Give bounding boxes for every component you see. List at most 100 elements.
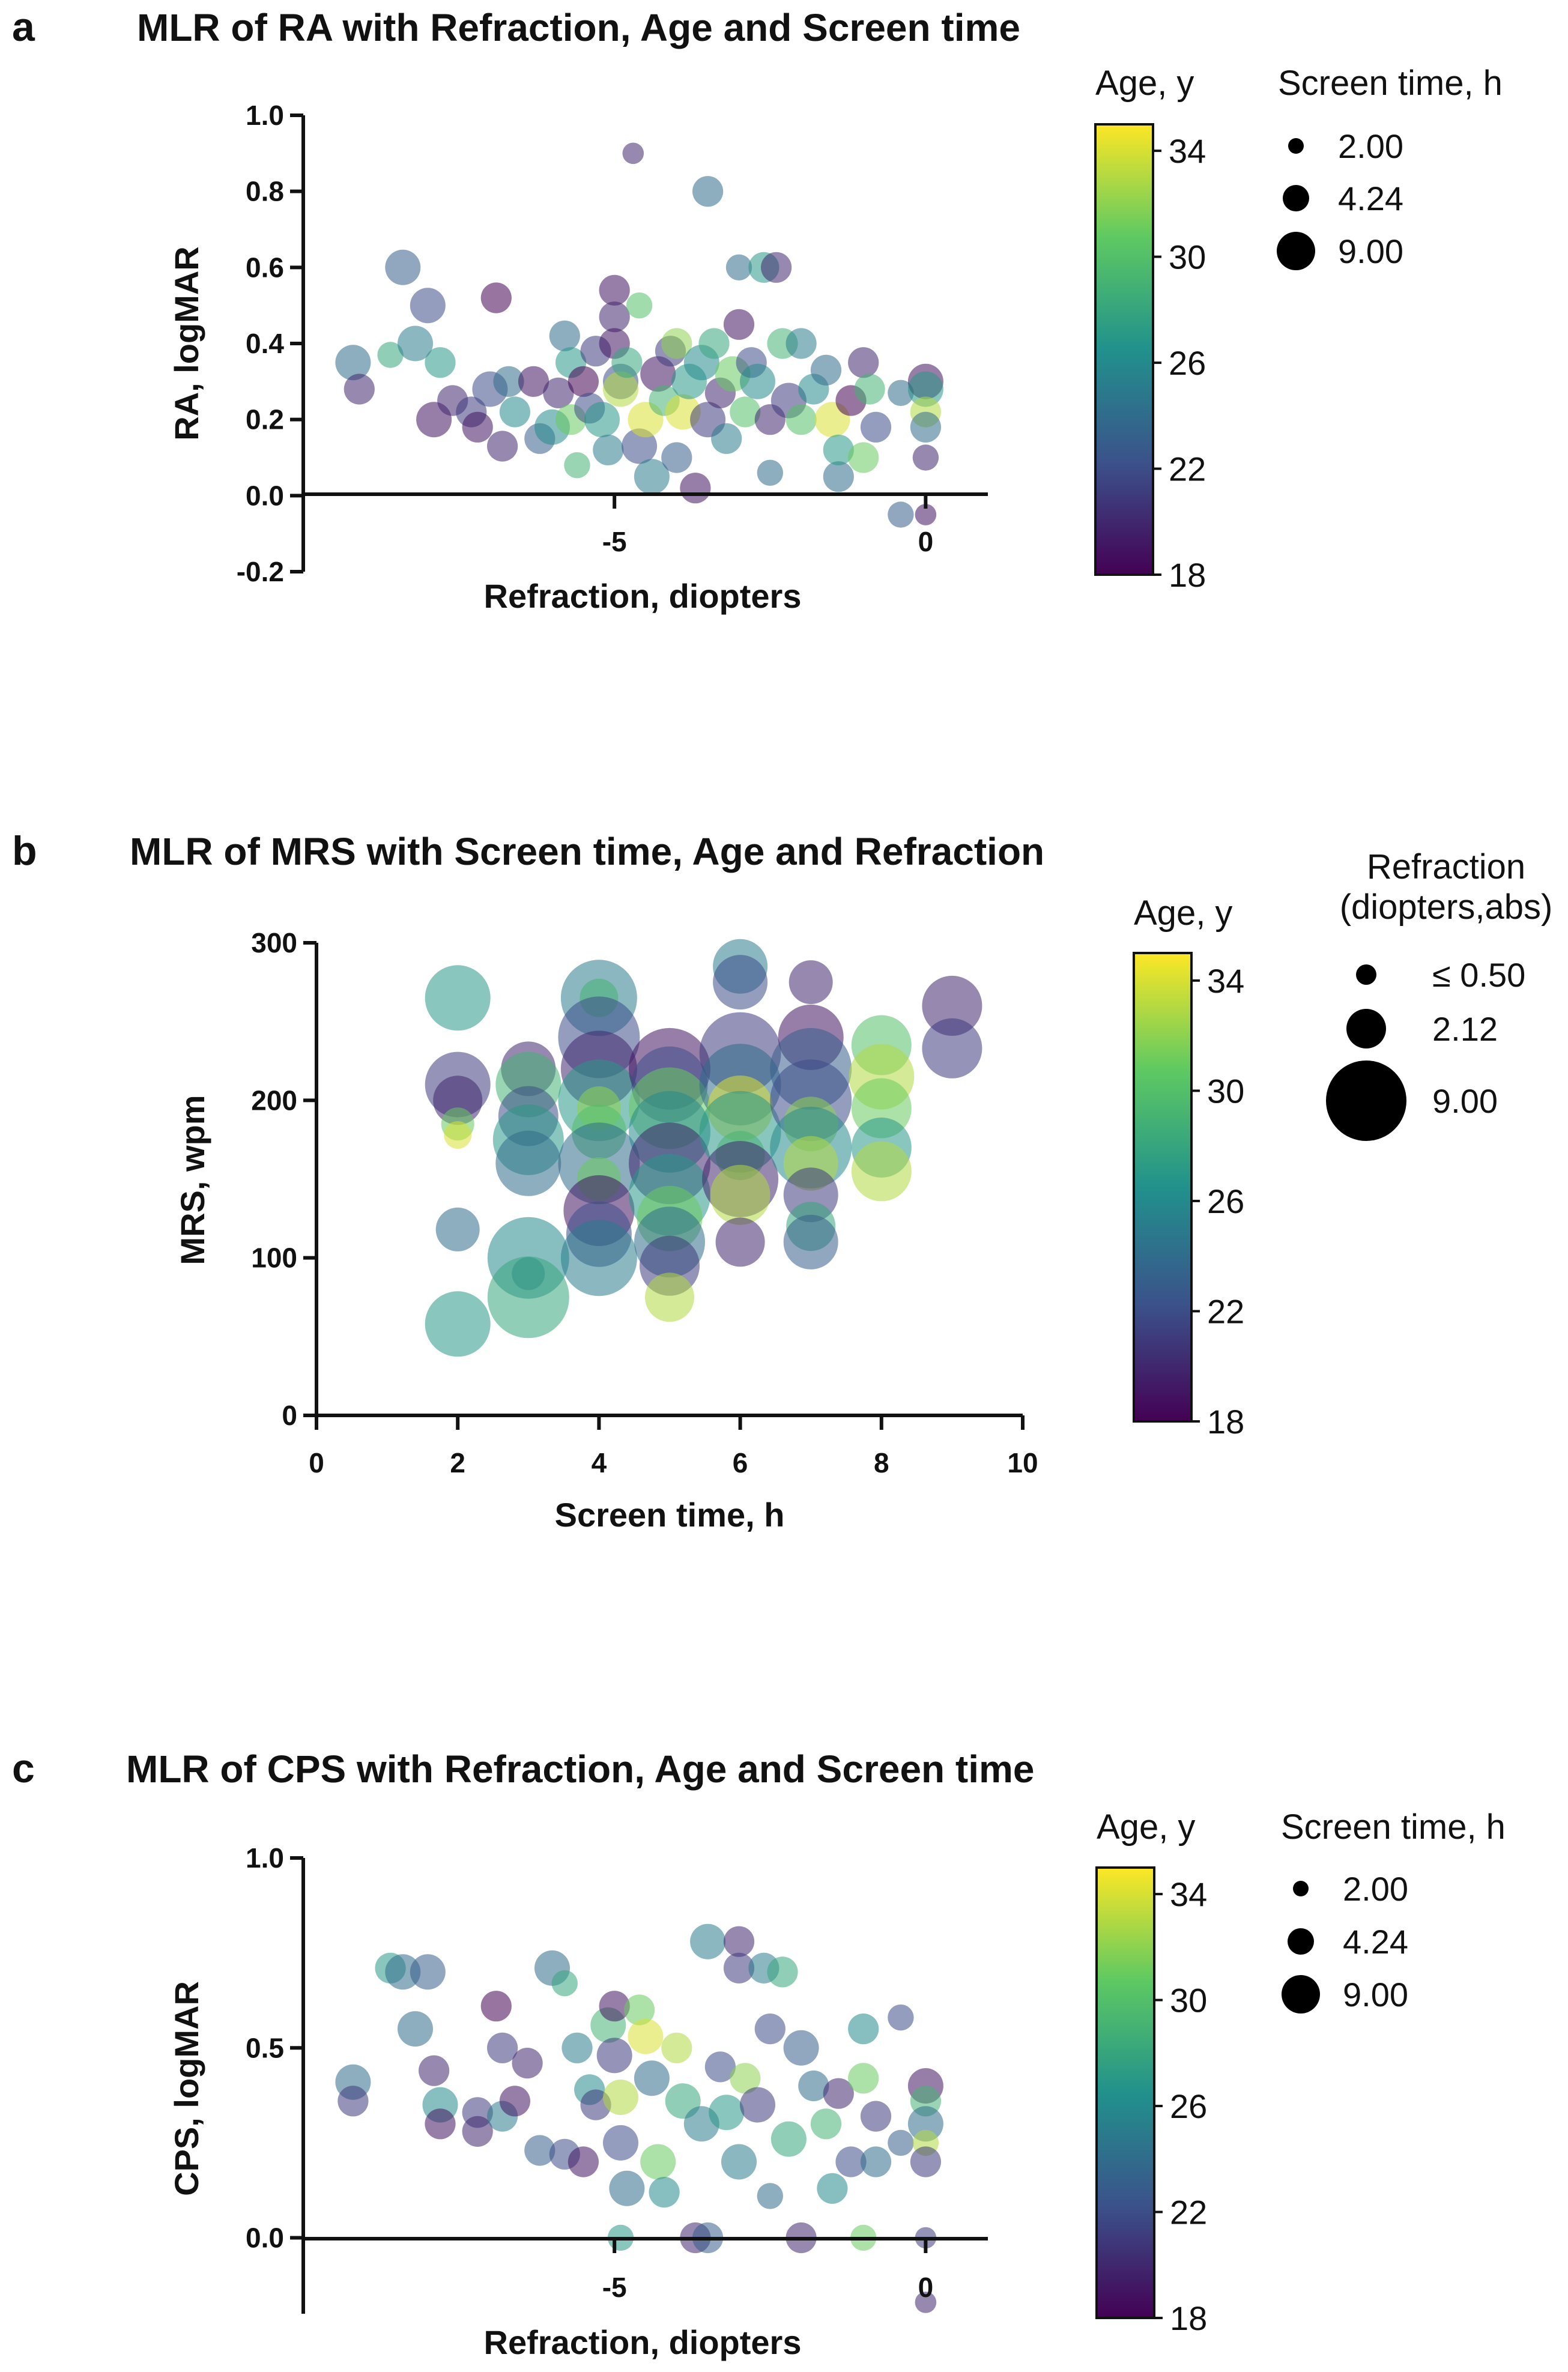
- colorbar-tick-label-b-1: 22: [1207, 1292, 1244, 1330]
- data-point-a-5: [410, 288, 446, 324]
- data-point-a-10: [462, 411, 493, 443]
- size-legend-marker-small-b: [1356, 964, 1376, 985]
- data-point-a-81: [907, 371, 943, 407]
- data-point-b-36: [645, 1272, 694, 1322]
- data-point-a-76: [854, 374, 885, 405]
- data-point-c-31: [624, 1994, 655, 2026]
- data-point-c-48: [740, 2087, 775, 2123]
- colorbar-a: [1094, 123, 1154, 576]
- data-point-c-12: [487, 2032, 518, 2063]
- size-legend-label-medium-c: 4.24: [1343, 1923, 1408, 1961]
- data-point-a-28: [593, 434, 624, 465]
- y-tick-label-a-5: 0.8: [246, 176, 284, 207]
- data-point-a-62: [757, 459, 784, 486]
- data-point-c-46: [721, 2144, 757, 2180]
- x-axis-label-c: Refraction, diopters: [484, 2323, 802, 2361]
- y-tick-label-a-4: 0.6: [246, 252, 284, 283]
- data-point-a-20: [549, 320, 580, 351]
- data-point-b-61: [851, 1141, 912, 1202]
- size-legend-title-b: Refraction: [1367, 847, 1525, 886]
- data-point-b-4: [444, 1121, 472, 1149]
- x-tick-label-a-1: 0: [918, 526, 934, 557]
- data-point-c-32: [628, 2018, 664, 2054]
- colorbar-c: [1095, 1866, 1155, 2319]
- data-point-a-43: [661, 328, 692, 359]
- data-point-c-33: [634, 2060, 670, 2096]
- data-point-c-43: [709, 2095, 745, 2131]
- data-point-b-0: [425, 965, 491, 1031]
- size-legend-subtitle-b: (diopters,abs): [1340, 888, 1553, 927]
- x-axis-label-a: Refraction, diopters: [484, 577, 802, 615]
- x-tick-label-c-1: 0: [918, 2272, 934, 2303]
- data-point-c-25: [599, 1991, 630, 2022]
- data-point-c-21: [568, 2146, 599, 2177]
- data-point-c-30: [609, 2170, 645, 2206]
- data-point-c-27: [603, 2080, 638, 2115]
- y-tick-label-b-0: 0: [282, 1400, 297, 1431]
- size-legend-label-medium-a: 4.24: [1338, 180, 1403, 217]
- colorbar-tick-label-a-0: 18: [1169, 556, 1206, 594]
- x-axis-label-b: Screen time, h: [555, 1496, 785, 1534]
- data-point-c-6: [419, 2055, 450, 2086]
- data-point-a-7: [425, 347, 456, 378]
- size-legend-marker-large-a: [1277, 232, 1315, 270]
- data-point-c-56: [798, 2070, 829, 2102]
- data-point-b-6: [425, 1291, 491, 1357]
- data-point-c-28: [603, 2125, 638, 2161]
- y-tick-label-b-1: 100: [251, 1242, 297, 1274]
- y-tick-label-a-2: 0.2: [246, 404, 284, 435]
- data-point-b-47: [789, 960, 833, 1005]
- data-point-c-4: [398, 2011, 433, 2047]
- y-tick-label-a-3: 0.4: [246, 328, 284, 359]
- colorbar-tick-label-b-0: 18: [1207, 1403, 1244, 1441]
- data-point-c-5: [410, 1954, 446, 1990]
- data-point-a-47: [680, 473, 711, 504]
- size-legend-label-small-b: ≤ 0.50: [1432, 956, 1525, 994]
- size-legend-label-large-b: 9.00: [1432, 1082, 1498, 1120]
- data-point-a-0: [335, 345, 371, 381]
- data-point-c-1: [338, 2086, 369, 2117]
- data-point-c-14: [499, 2086, 531, 2117]
- size-legend-label-medium-b: 2.12: [1432, 1010, 1498, 1048]
- colorbar-title-a: Age, y: [1095, 64, 1194, 103]
- y-ticks-a: -0.2 0.0 0.2 0.4 0.6 0.8 1.0: [237, 100, 303, 587]
- x-tick-label-b-5: 10: [1007, 1447, 1038, 1478]
- size-legend-marker-small-c: [1293, 1881, 1309, 1896]
- data-point-a-30: [599, 301, 630, 333]
- colorbar-title-c: Age, y: [1097, 1808, 1195, 1847]
- data-point-a-56: [725, 254, 752, 280]
- data-point-a-69: [810, 354, 842, 386]
- data-point-a-29: [599, 274, 630, 306]
- colorbar-tick-label-b-3: 30: [1207, 1072, 1244, 1110]
- data-point-a-1: [344, 374, 375, 405]
- data-point-c-74: [915, 2292, 937, 2313]
- colorbar-tick-label-c-1: 22: [1170, 2194, 1207, 2231]
- data-point-c-59: [823, 2078, 854, 2109]
- data-point-b-62: [922, 975, 982, 1036]
- data-point-b-26: [560, 1220, 637, 1296]
- panel-a: a MLR of RA with Refraction, Age and Scr…: [12, 4, 1503, 615]
- data-point-c-42: [704, 2051, 736, 2083]
- colorbar-tick-label-c-0: 18: [1170, 2299, 1207, 2337]
- data-point-a-49: [692, 176, 724, 207]
- y-tick-label-c-0: 0.0: [246, 2222, 284, 2254]
- chart-title-a: MLR of RA with Refraction, Age and Scree…: [137, 6, 1020, 49]
- data-point-a-71: [823, 461, 854, 492]
- data-point-c-11: [480, 1991, 512, 2022]
- y-ticks-b: 0 100 200 300: [251, 927, 316, 1431]
- x-ticks-b: 0 2 4 6 8 10: [309, 1415, 1038, 1478]
- y-tick-label-c-1: 0.5: [246, 2032, 284, 2063]
- data-point-a-44: [661, 442, 692, 473]
- y-tick-label-c-2: 1.0: [246, 1842, 284, 1874]
- colorbar-tick-label-b-4: 34: [1207, 962, 1244, 1000]
- data-point-a-85: [915, 504, 937, 525]
- size-legend-title-a: Screen time, h: [1278, 64, 1503, 103]
- data-point-c-54: [783, 2030, 819, 2066]
- data-point-c-64: [860, 2101, 892, 2132]
- x-tick-label-b-2: 4: [592, 1447, 607, 1478]
- y-tick-label-a-1: 0.0: [246, 480, 284, 511]
- data-point-a-19: [543, 377, 574, 408]
- x-tick-label-a-0: -5: [602, 526, 627, 557]
- data-point-c-70: [907, 2106, 943, 2142]
- data-point-a-78: [888, 501, 914, 528]
